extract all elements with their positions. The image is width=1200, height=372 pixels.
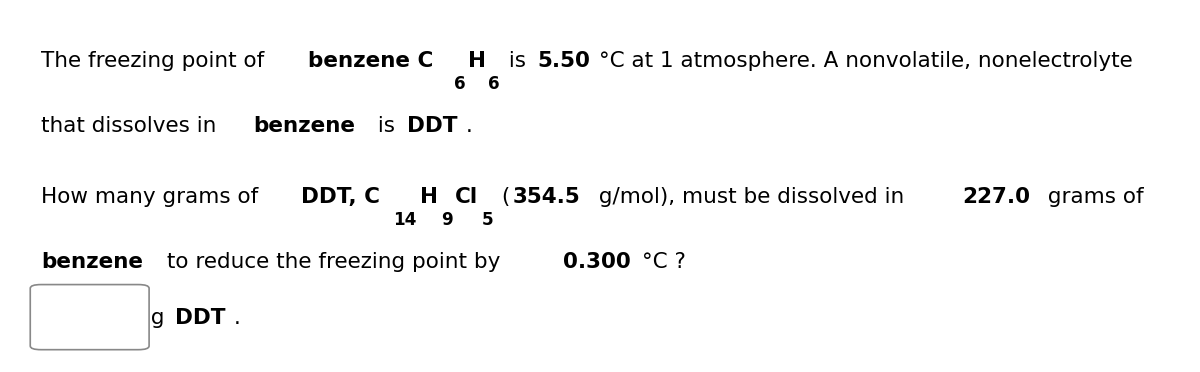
Text: H: H (468, 51, 486, 71)
Text: .: . (466, 116, 473, 136)
Text: °C ?: °C ? (642, 252, 685, 272)
Text: 9: 9 (442, 211, 454, 229)
Text: DDT, C: DDT, C (301, 187, 380, 207)
Text: 354.5: 354.5 (514, 187, 581, 207)
Text: 6: 6 (454, 75, 466, 93)
Text: is: is (371, 116, 402, 136)
Text: 5: 5 (481, 211, 493, 229)
Text: 5.50: 5.50 (538, 51, 590, 71)
FancyBboxPatch shape (30, 285, 149, 350)
Text: benzene: benzene (253, 116, 355, 136)
Text: 227.0: 227.0 (962, 187, 1031, 207)
Text: that dissolves in: that dissolves in (41, 116, 223, 136)
Text: °C at 1 atmosphere. A nonvolatile, nonelectrolyte: °C at 1 atmosphere. A nonvolatile, nonel… (599, 51, 1133, 71)
Text: Cl: Cl (455, 187, 478, 207)
Text: DDT: DDT (175, 308, 226, 328)
Text: (: ( (496, 187, 510, 207)
Text: H: H (420, 187, 438, 207)
Text: DDT: DDT (407, 116, 457, 136)
Text: g: g (144, 308, 172, 328)
Text: g/mol), must be dissolved in: g/mol), must be dissolved in (592, 187, 911, 207)
Text: is: is (502, 51, 533, 71)
Text: 0.300: 0.300 (563, 252, 631, 272)
Text: The freezing point of: The freezing point of (41, 51, 271, 71)
Text: grams of: grams of (1042, 187, 1144, 207)
Text: benzene C: benzene C (308, 51, 433, 71)
Text: to reduce the freezing point by: to reduce the freezing point by (160, 252, 506, 272)
Text: 6: 6 (488, 75, 500, 93)
Text: 14: 14 (394, 211, 416, 229)
Text: benzene: benzene (41, 252, 143, 272)
Text: How many grams of: How many grams of (41, 187, 265, 207)
Text: .: . (234, 308, 241, 328)
